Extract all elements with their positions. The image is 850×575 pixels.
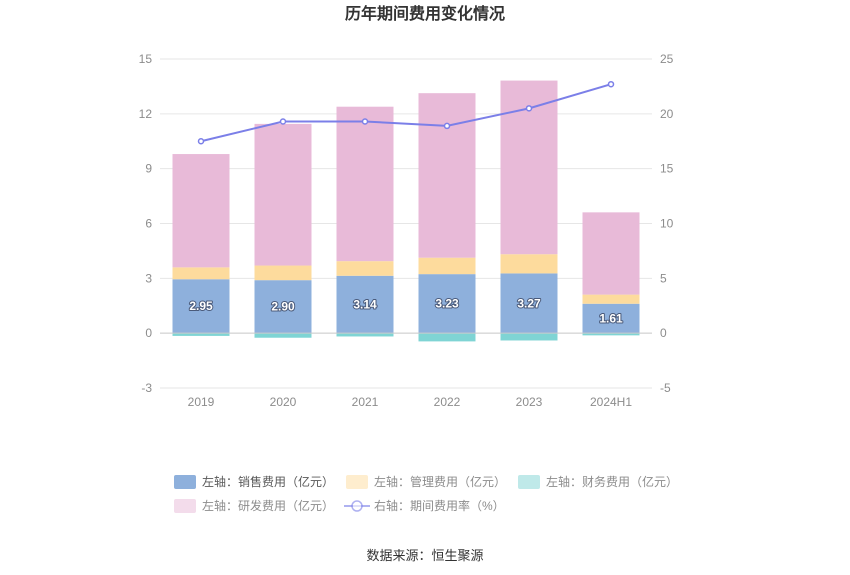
finance-expense-bar: [172, 333, 230, 336]
admin-expense-bar: [336, 261, 394, 276]
sales-expense-bar: [418, 274, 476, 334]
finance-expense-bar: [500, 333, 558, 341]
x-tick-label: 2021: [352, 395, 379, 409]
sales-expense-bar: [336, 275, 394, 334]
rnd-expense-bar: [582, 212, 640, 295]
x-tick-label: 2019: [188, 395, 215, 409]
expense-rate-point: [279, 118, 287, 125]
right-tick-label: 20: [660, 107, 674, 121]
legend-label: 左轴：管理费用（亿元）: [374, 474, 506, 489]
finance-expense-bar: [254, 333, 312, 338]
legend-item[interactable]: 左轴：财务费用（亿元）: [518, 474, 678, 489]
left-tick-label: 6: [145, 217, 152, 231]
expense-rate-point: [525, 105, 533, 112]
grid: [160, 58, 652, 389]
rnd-expense-bar: [336, 106, 394, 262]
finance-expense-bar: [336, 333, 394, 337]
left-tick-label: 9: [145, 162, 152, 176]
right-axis: -5 0 5 10 15 20 25: [660, 52, 674, 395]
legend-swatch: [174, 499, 196, 513]
expense-rate-point: [197, 138, 205, 145]
left-tick-label: 0: [145, 326, 152, 340]
expense-rate-point: [361, 118, 369, 125]
rnd-expense-bar: [254, 123, 312, 266]
sales-expense-bar: [582, 303, 640, 334]
left-tick-label: 15: [139, 52, 153, 66]
sales-data-label: 1.61: [599, 311, 623, 325]
finance-expense-bar: [582, 333, 640, 336]
expense-rate-line: [197, 80, 615, 145]
sales-expense-bar: [254, 280, 312, 334]
legend-label: 右轴：期间费用率（%）: [374, 498, 505, 513]
legend-label: 左轴：销售费用（亿元）: [202, 474, 334, 489]
sales-data-label: 3.14: [353, 297, 377, 311]
left-tick-label: -3: [141, 381, 152, 395]
sales-data-label: 2.90: [271, 300, 295, 314]
x-tick-label: 2023: [516, 395, 543, 409]
legend-item[interactable]: 右轴：期间费用率（%）: [344, 498, 505, 513]
legend-marker: [351, 500, 363, 512]
expense-rate-point: [443, 122, 451, 130]
left-tick-label: 12: [139, 107, 153, 121]
admin-expense-bar: [582, 294, 640, 304]
sales-data-label: 3.23: [435, 297, 459, 311]
chart-title: 历年期间费用变化情况: [345, 4, 505, 23]
legend-item[interactable]: 左轴：管理费用（亿元）: [346, 474, 506, 489]
legend-item[interactable]: 左轴：销售费用（亿元）: [174, 474, 334, 489]
legend: 左轴：销售费用（亿元） 左轴：管理费用（亿元） 左轴：财务费用（亿元） 左轴：研发费用…: [174, 474, 678, 513]
admin-expense-bar: [254, 265, 312, 281]
legend-item[interactable]: 左轴：研发费用（亿元）: [174, 498, 334, 513]
right-tick-label: 15: [660, 162, 674, 176]
legend-label: 左轴：研发费用（亿元）: [202, 498, 334, 513]
x-tick-label: 2024H1: [590, 395, 632, 409]
right-tick-label: -5: [660, 381, 671, 395]
finance-expense-bar: [418, 333, 476, 342]
right-tick-label: 10: [660, 217, 674, 231]
left-tick-label: 3: [145, 271, 152, 285]
right-tick-label: 5: [660, 271, 667, 285]
bars: [172, 80, 640, 342]
sales-expense-bar: [500, 273, 558, 334]
admin-expense-bar: [172, 267, 230, 280]
x-tick-label: 2020: [270, 395, 297, 409]
sales-data-label: 2.95: [189, 299, 213, 313]
data-labels: 2.95 2.90 3.14 3.23 3.27 1.61: [188, 295, 624, 326]
sales-expense-bar: [172, 279, 230, 334]
expense-rate-polyline: [200, 83, 612, 143]
x-tick-label: 2022: [434, 395, 461, 409]
legend-swatch: [174, 475, 196, 489]
source-note: 数据来源：恒生聚源: [366, 548, 483, 563]
legend-swatch: [346, 475, 368, 489]
left-axis: -3 0 3 6 9 12 15: [139, 52, 153, 395]
rnd-expense-bar: [418, 93, 476, 258]
x-axis: 2019 2020 2021 2022 2023 2024H1: [188, 395, 633, 409]
right-tick-label: 25: [660, 52, 674, 66]
admin-expense-bar: [500, 254, 558, 274]
legend-swatch: [518, 475, 540, 489]
sales-data-label: 3.27: [517, 296, 541, 310]
expense-rate-point: [607, 80, 615, 88]
rnd-expense-bar: [172, 154, 230, 268]
legend-label: 左轴：财务费用（亿元）: [546, 474, 678, 489]
admin-expense-bar: [418, 257, 476, 275]
right-tick-label: 0: [660, 326, 667, 340]
